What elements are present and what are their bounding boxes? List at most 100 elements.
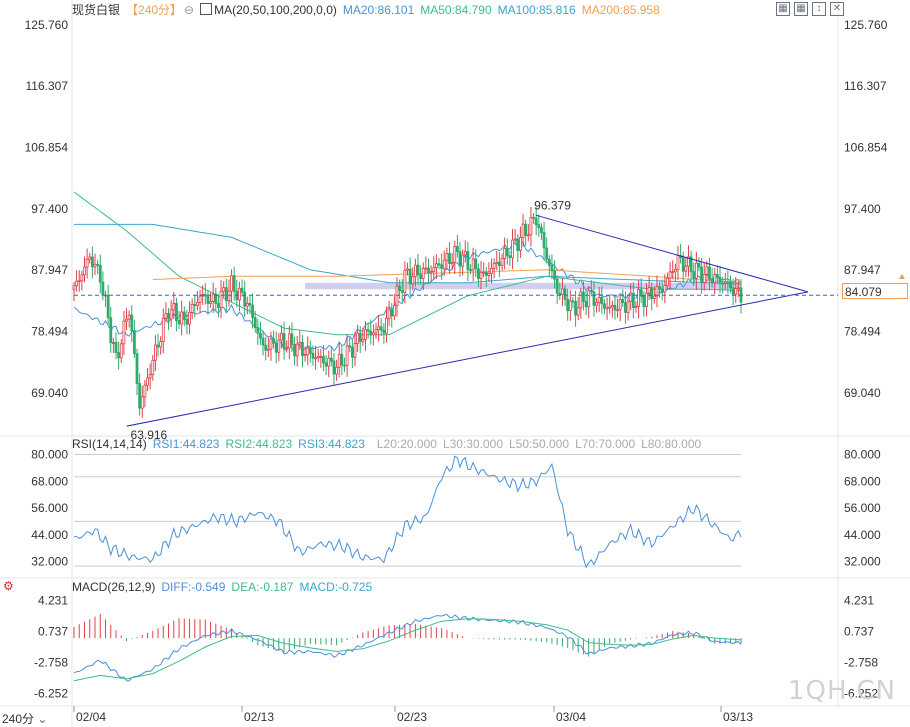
candle-body (736, 287, 740, 290)
candle-body (616, 309, 619, 312)
toolbar: ▦ ▦ ↕ ✕ (776, 2, 844, 16)
candle-body (642, 295, 646, 307)
candle-body (455, 246, 459, 253)
candle-body (700, 266, 704, 283)
candle-body (358, 332, 362, 343)
rsi-tick-label-right: 68.000 (844, 474, 881, 488)
candle-body (458, 251, 462, 267)
candle-body (211, 293, 215, 302)
candle-body (272, 338, 275, 344)
candle-body (132, 330, 136, 355)
candle-body (645, 292, 648, 307)
close-icon[interactable]: ✕ (830, 2, 844, 16)
candle-body (503, 248, 507, 259)
candle-body (350, 346, 354, 358)
rsi-tick-label-right: 80.000 (844, 447, 881, 461)
candle-body (387, 309, 391, 319)
ma-line-ma200 (152, 269, 742, 284)
candle-body (469, 269, 472, 272)
candle-body (705, 266, 709, 275)
candle-body (440, 264, 444, 269)
settings-icon[interactable]: ⊖ (184, 3, 195, 17)
candle-body (524, 223, 528, 236)
candle-body (356, 332, 360, 345)
candle-body (681, 257, 685, 272)
candle-body (408, 268, 412, 285)
ma-value: MA200:85.958 (581, 3, 660, 17)
candle-body (490, 268, 493, 274)
candle-body (511, 239, 514, 259)
candle-body (196, 302, 199, 306)
rsi-header: RSI(14,14,14) RSI1:44.823 RSI2:44.823 RSI3:… (72, 437, 713, 451)
candle-body (692, 271, 696, 279)
gear-icon[interactable]: ⚙ (3, 579, 14, 593)
rsi-label: RSI(14,14,14) (72, 437, 147, 451)
candle-body (316, 356, 320, 359)
candle-body (161, 317, 165, 342)
grid-icon[interactable]: ▦ (776, 2, 790, 16)
candle-body (477, 268, 480, 279)
candle-body (624, 302, 627, 313)
candle-body (148, 374, 152, 379)
candle-body (182, 311, 186, 320)
candle-body (109, 317, 113, 344)
ma-values: MA20:86.101 MA50:84.790 MA100:85.816 MA200:… (343, 3, 666, 17)
candle-body (608, 306, 612, 309)
candle-body (676, 255, 680, 270)
ma-settings-icon[interactable] (200, 3, 213, 15)
candle-body (343, 364, 346, 367)
grid-icon[interactable]: ▦ (794, 2, 808, 16)
candle-body (647, 287, 651, 294)
candle-body (101, 281, 105, 296)
candle-body (264, 344, 268, 351)
candle-body (114, 342, 118, 353)
candle-body (655, 286, 659, 297)
candle-body (90, 256, 94, 268)
candle-body (660, 288, 664, 293)
candle-body (715, 274, 719, 278)
support-trendline (126, 291, 809, 427)
candle-body (479, 271, 483, 279)
price-tick-label-left: 78.494 (31, 324, 68, 338)
rsi-value: RSI2:44.823 (225, 437, 293, 451)
rsi-level-value: L30:30.000 (442, 437, 503, 451)
range-band (305, 282, 741, 290)
price-tick-label-right: 87.947 (844, 263, 881, 277)
ma-value: MA50:84.790 (420, 3, 492, 17)
macd-tick-label-left: 0.737 (38, 625, 68, 639)
candle-body (206, 295, 210, 304)
rsi-level-value: L80:80.000 (641, 437, 702, 451)
candle-body (324, 362, 328, 367)
candle-body (256, 327, 260, 334)
candle-body (88, 256, 92, 260)
price-tick-label-left: 106.854 (25, 140, 69, 154)
candle-body (180, 311, 184, 325)
macd-tick-label-right: -6.252 (844, 687, 878, 701)
candle-body (597, 296, 601, 303)
candle-body (172, 302, 176, 311)
candle-body (592, 291, 596, 306)
macd-tick-label-right: 0.737 (844, 625, 874, 639)
candle-body (293, 343, 296, 357)
rsi-values: RSI1:44.823 RSI2:44.823 RSI3:44.823 (153, 437, 371, 451)
candle-body (427, 267, 430, 274)
candle-body (500, 258, 504, 266)
candle-body (209, 301, 212, 304)
candle-body (156, 344, 160, 348)
candle-body (579, 291, 583, 309)
candle-body (130, 314, 134, 332)
expand-icon[interactable]: ↕ (812, 2, 826, 16)
candle-body (382, 329, 386, 334)
candle-body (371, 332, 375, 336)
candle-body (492, 262, 496, 269)
candle-body (689, 256, 693, 273)
candle-body (519, 237, 522, 251)
candle-body (495, 261, 499, 264)
period-tag[interactable]: 【240分】 (126, 3, 183, 17)
period-selector[interactable]: 240分 ⌄ (2, 710, 47, 727)
candle-body (303, 354, 307, 357)
macd-value: DIFF:-0.549 (161, 580, 226, 594)
candle-body (411, 276, 415, 285)
candle-body (442, 259, 446, 269)
